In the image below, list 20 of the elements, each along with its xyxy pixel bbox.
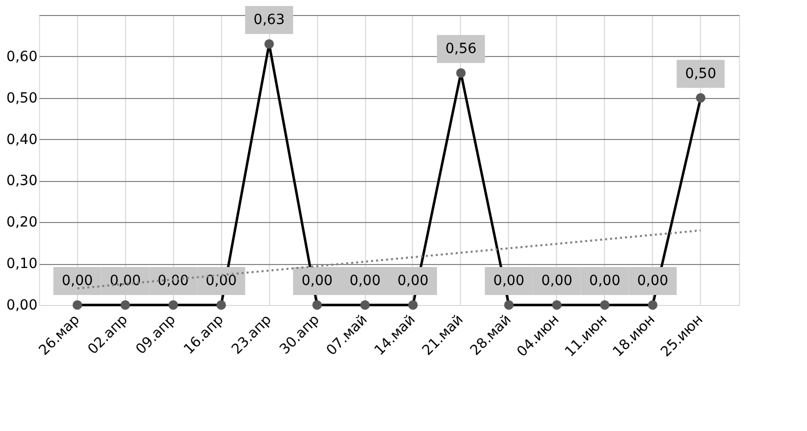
y-tick-label: 0,00 [6,298,38,314]
data-label: 0,00 [301,273,333,289]
y-tick-label: 0,50 [6,90,38,106]
data-label: 0,00 [589,273,620,289]
data-label: 0,00 [493,273,524,289]
data-label: 0,56 [445,41,477,57]
y-tick-label: 0,30 [6,173,38,190]
data-label: 0,00 [541,273,572,289]
y-tick-label: 0,10 [6,256,38,272]
data-label: 0,00 [110,273,141,289]
data-label: 0,00 [349,273,381,289]
data-label: 0,00 [206,273,237,289]
y-tick-label: 0,20 [6,214,38,231]
data-label: 0,63 [254,12,285,28]
data-label: 0,00 [397,273,429,289]
y-tick-label: 0,40 [6,132,38,148]
data-label: 0,00 [62,273,93,289]
data-label: 0,50 [685,66,716,82]
y-tick-label: 0,60 [6,48,38,65]
data-label: 0,00 [637,273,668,289]
